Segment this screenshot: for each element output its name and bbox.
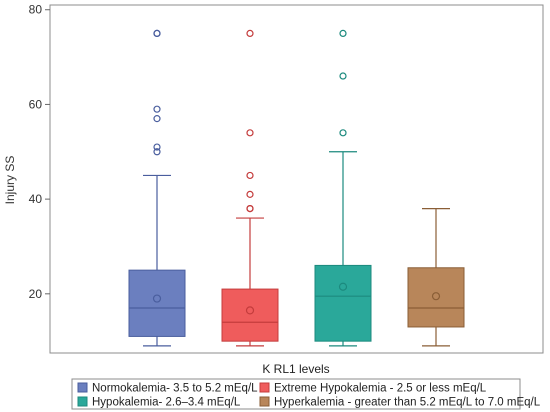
box-group <box>314 29 372 347</box>
outlier-point <box>153 105 161 113</box>
box-group <box>407 207 465 347</box>
legend-item: Hypokalemia- 2.6–3.4 mEq/L <box>77 396 241 409</box>
box-series <box>128 29 465 347</box>
legend-item: Hyperkalemia - greater than 5.2 mEq/L to… <box>259 396 541 409</box>
legend-item: Normokalemia- 3.5 to 5.2 mEq/L <box>77 382 258 395</box>
legend-swatch <box>259 396 270 407</box>
y-tick-label: 80 <box>29 3 43 17</box>
mean-marker <box>245 306 255 315</box>
legend-frame <box>71 378 521 410</box>
plot-area <box>49 4 544 354</box>
legend-label: Extreme Hypokalemia - 2.5 or less mEq/L <box>274 383 487 395</box>
y-tick-label: 60 <box>29 97 43 111</box>
outlier-point <box>153 115 161 123</box>
box-iqr <box>407 267 465 328</box>
outlier-point <box>339 29 347 38</box>
box-iqr <box>314 264 372 342</box>
y-tick-label: 20 <box>29 287 43 301</box>
legend-label: Hyperkalemia - greater than 5.2 mEq/L to… <box>274 397 541 409</box>
y-axis-label: Injury SS <box>3 156 17 205</box>
box-group <box>128 29 186 347</box>
legend-swatch <box>77 396 88 407</box>
outlier-point <box>246 29 254 38</box>
legend-label: Hypokalemia- 2.6–3.4 mEq/L <box>92 397 241 409</box>
outlier-point <box>153 29 161 38</box>
box-iqr <box>221 288 279 342</box>
box-group <box>221 29 279 347</box>
y-tick-label: 40 <box>29 192 43 206</box>
legend-swatch <box>259 382 270 393</box>
outlier-point <box>339 129 347 137</box>
mean-marker <box>152 294 162 303</box>
mean-marker <box>431 292 441 301</box>
mean-marker <box>338 282 348 291</box>
legend-item: Extreme Hypokalemia - 2.5 or less mEq/L <box>259 382 487 395</box>
legend-title: K RL1 levels <box>262 362 329 376</box>
outlier-point <box>339 72 347 80</box>
legend-swatch <box>77 382 88 393</box>
outlier-point <box>153 143 161 151</box>
outlier-point <box>246 204 254 213</box>
outlier-point <box>246 171 254 180</box>
legend: Normokalemia- 3.5 to 5.2 mEq/L Extreme Hy… <box>77 382 541 409</box>
outlier-point <box>246 190 254 198</box>
legend-label: Normokalemia- 3.5 to 5.2 mEq/L <box>92 383 258 395</box>
y-axis: 20 40 60 80 <box>29 3 50 301</box>
outlier-point <box>246 129 254 137</box>
box-iqr <box>128 269 186 337</box>
outlier-point <box>153 148 161 156</box>
